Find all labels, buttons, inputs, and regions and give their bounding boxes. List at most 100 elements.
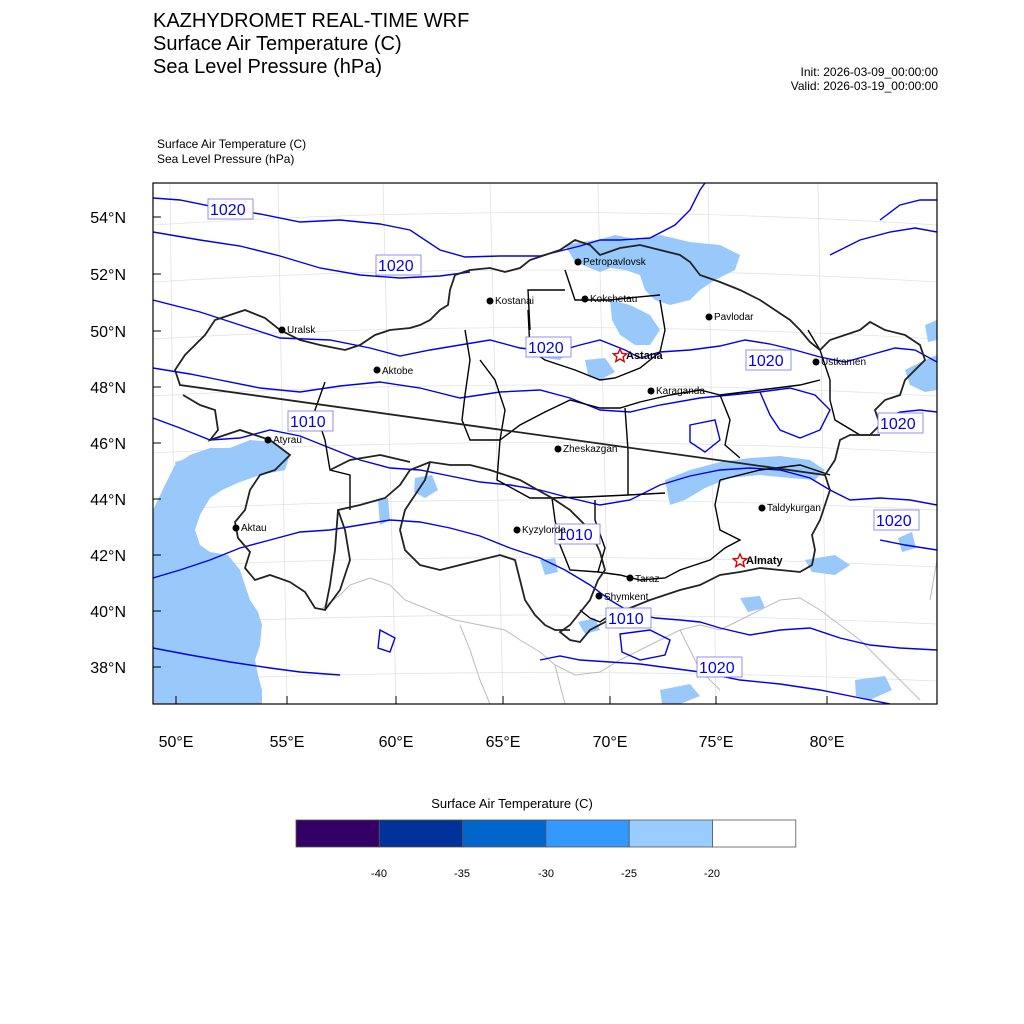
city-taldykurgan: Taldykurgan: [758, 503, 821, 514]
lat-label: 40°N: [90, 604, 126, 621]
city-atyrau: Atyrau: [264, 435, 302, 446]
colorbar-label: -25: [621, 868, 637, 880]
isobar-label: 1020: [375, 254, 422, 276]
isobar-label: 1020: [525, 336, 572, 358]
isobar-label: 1010: [554, 523, 601, 545]
city-zheskazgan: Zheskazgan: [554, 444, 617, 455]
axis-ticks: [153, 216, 828, 704]
city-aktau: Aktau: [232, 523, 267, 534]
latitude-labels: 54°N 52°N 50°N 48°N 46°N 44°N 42°N 40°N …: [90, 210, 126, 677]
svg-text:1020: 1020: [378, 258, 414, 275]
lat-label: 52°N: [90, 267, 126, 284]
svg-text:Pavlodar: Pavlodar: [714, 312, 754, 323]
city-uralsk: Uralsk: [278, 325, 316, 336]
colorbar-swatch: [545, 819, 630, 848]
svg-text:1020: 1020: [748, 353, 784, 370]
colorbar-label: -40: [371, 868, 387, 880]
city-astana: Astana: [611, 347, 664, 363]
lon-label: 65°E: [486, 734, 521, 751]
lat-label: 54°N: [90, 210, 126, 227]
lon-label: 60°E: [379, 734, 414, 751]
city-ustkamen: Ustkamen: [812, 357, 866, 368]
lat-label: 48°N: [90, 380, 126, 397]
svg-text:Taraz: Taraz: [635, 574, 659, 585]
isobar-label: 1010: [605, 607, 652, 629]
svg-text:Kostanai: Kostanai: [495, 296, 534, 307]
colorbar-label: -30: [538, 868, 554, 880]
colorbar-swatch: [378, 819, 463, 848]
colorbar: -40 -35 -30 -25 -20: [295, 819, 797, 880]
isobar-label: 1020: [696, 656, 743, 678]
valid-time: Valid: 2026-03-19_00:00:00: [790, 79, 938, 93]
map-area: 1020 1020 1020 1020 1020 1010 1020 1010 …: [153, 183, 937, 704]
colorbar-swatch: [712, 819, 797, 848]
svg-text:1010: 1010: [608, 611, 644, 628]
lat-label: 50°N: [90, 324, 126, 341]
svg-text:1020: 1020: [210, 202, 246, 219]
city-taraz: Taraz: [626, 574, 659, 585]
isobar-label: 1010: [287, 410, 334, 432]
lon-label: 80°E: [810, 734, 845, 751]
svg-text:Ustkamen: Ustkamen: [821, 357, 866, 368]
init-time: Init: 2026-03-09_00:00:00: [800, 65, 938, 79]
city-petropavlovsk: Petropavlovsk: [574, 257, 647, 268]
svg-text:Kokshetau: Kokshetau: [590, 294, 637, 305]
svg-text:Karaganda: Karaganda: [656, 386, 705, 397]
colorbar-swatch: [628, 819, 713, 848]
longitude-labels: 50°E 55°E 60°E 65°E 70°E 75°E 80°E: [159, 734, 845, 751]
svg-text:Taldykurgan: Taldykurgan: [767, 503, 821, 514]
lat-label: 38°N: [90, 660, 126, 677]
lon-label: 70°E: [593, 734, 628, 751]
svg-text:Uralsk: Uralsk: [287, 325, 316, 336]
city-pavlodar: Pavlodar: [705, 312, 754, 323]
svg-text:Almaty: Almaty: [746, 555, 784, 567]
city-kyzylorda: Kyzylorda: [513, 525, 566, 536]
city-shymkent: Shymkent: [595, 592, 649, 603]
temperature-fill: [153, 235, 937, 704]
lat-label: 46°N: [90, 436, 126, 453]
svg-text:Aktau: Aktau: [241, 523, 267, 534]
lon-label: 50°E: [159, 734, 194, 751]
colorbar-swatch: [462, 819, 547, 848]
title-line-1: KAZHYDROMET REAL-TIME WRF: [153, 10, 470, 32]
country-border: [174, 239, 927, 643]
isobar-label: 1020: [207, 198, 254, 220]
city-kokshetau: Kokshetau: [581, 294, 637, 305]
svg-text:1010: 1010: [290, 414, 326, 431]
foreign-borders: [319, 559, 937, 704]
svg-text:Kyzylorda: Kyzylorda: [522, 525, 566, 536]
colorbar-label: -20: [704, 868, 720, 880]
city-aktobe: Aktobe: [373, 366, 414, 377]
lon-label: 55°E: [270, 734, 305, 751]
city-almaty: Almaty: [731, 552, 784, 568]
svg-text:1020: 1020: [528, 340, 564, 357]
isobar-label: 1020: [877, 412, 924, 434]
svg-text:Shymkent: Shymkent: [604, 592, 649, 603]
svg-text:1020: 1020: [699, 660, 735, 677]
svg-text:Astana: Astana: [626, 350, 664, 362]
city-kostanai: Kostanai: [486, 296, 534, 307]
lat-label: 42°N: [90, 548, 126, 565]
lon-label: 75°E: [699, 734, 734, 751]
title-line-2: Surface Air Temperature (C): [153, 33, 402, 55]
city-karaganda: Karaganda: [647, 386, 705, 397]
svg-text:1020: 1020: [876, 513, 912, 530]
isobar-label: 1020: [873, 509, 920, 531]
svg-text:Atyrau: Atyrau: [273, 435, 302, 446]
svg-text:Aktobe: Aktobe: [382, 366, 414, 377]
isobar-labels: 1020 1020 1020 1020 1020 1010 1020 1010 …: [207, 198, 924, 678]
isobars: [153, 183, 937, 704]
city-markers: Petropavlovsk Kostanai Kokshetau Uralsk …: [232, 257, 866, 603]
colorbar-label: -35: [454, 868, 470, 880]
svg-text:Petropavlovsk: Petropavlovsk: [583, 257, 647, 268]
colorbar-swatch: [295, 819, 380, 848]
plot-subtitle-2: Sea Level Pressure (hPa): [157, 152, 295, 166]
plot-subtitle-1: Surface Air Temperature (C): [157, 137, 307, 151]
svg-text:1020: 1020: [880, 416, 916, 433]
svg-text:1010: 1010: [557, 527, 593, 544]
lat-label: 44°N: [90, 492, 126, 509]
isobar-label: 1020: [745, 349, 792, 371]
svg-text:Zheskazgan: Zheskazgan: [563, 444, 617, 455]
colorbar-title: Surface Air Temperature (C): [431, 796, 593, 811]
